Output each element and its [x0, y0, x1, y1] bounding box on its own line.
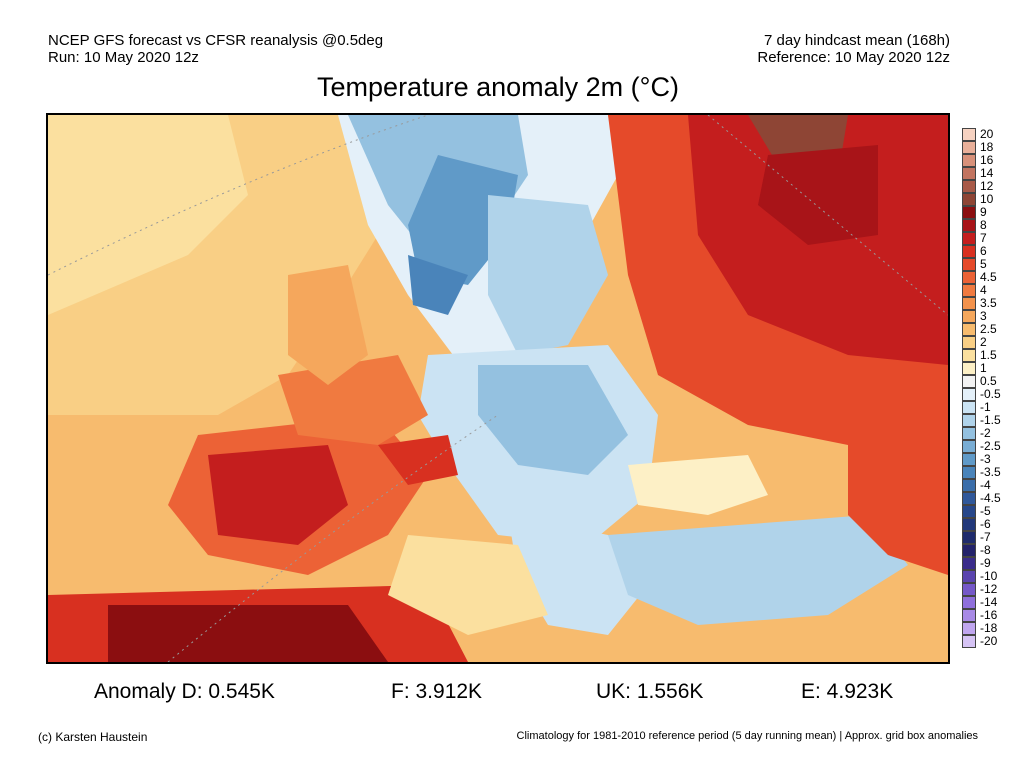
legend-swatch [962, 440, 976, 453]
legend-label: -3.5 [980, 465, 1001, 479]
legend-label: -1 [980, 400, 991, 414]
legend-label: -12 [980, 582, 998, 596]
anomaly-spain: E: 4.923K [801, 680, 894, 703]
map-title: Temperature anomaly 2m (°C) [317, 72, 679, 102]
legend-swatch [962, 193, 976, 206]
legend-swatch [962, 271, 976, 284]
anomaly-france: F: 3.912K [391, 680, 483, 703]
legend-swatch [962, 544, 976, 557]
legend-label: 7 [980, 231, 987, 245]
legend-swatch [962, 583, 976, 596]
legend-swatch [962, 427, 976, 440]
legend-swatch [962, 141, 976, 154]
legend-swatch [962, 128, 976, 141]
legend-swatch [962, 401, 976, 414]
legend-swatch [962, 518, 976, 531]
legend-swatch [962, 323, 976, 336]
legend-label: -16 [980, 608, 998, 622]
legend-label: -14 [980, 595, 998, 609]
legend-label: -3 [980, 452, 991, 466]
model-description: NCEP GFS forecast vs CFSR reanalysis @0.… [48, 32, 384, 49]
legend-swatch [962, 297, 976, 310]
legend-label: 3 [980, 309, 987, 323]
legend-swatch [962, 180, 976, 193]
legend-swatch [962, 362, 976, 375]
legend-label: -7 [980, 530, 991, 544]
legend-label: -4 [980, 478, 991, 492]
legend-label: -2 [980, 426, 991, 440]
legend-swatch [962, 336, 976, 349]
legend-label: 2.5 [980, 322, 997, 336]
legend-label: -1.5 [980, 413, 1001, 427]
header-left: NCEP GFS forecast vs CFSR reanalysis @0.… [48, 32, 383, 66]
legend-swatch [962, 531, 976, 544]
legend-label: -5 [980, 504, 991, 518]
legend-swatch [962, 466, 976, 479]
legend-label: 4.5 [980, 270, 997, 284]
hindcast-description: 7 day hindcast mean (168h) [764, 32, 950, 49]
legend-label: 1 [980, 361, 987, 375]
legend-swatch [962, 622, 976, 635]
legend-swatch [962, 284, 976, 297]
legend-label: -9 [980, 556, 991, 570]
legend-swatch [962, 349, 976, 362]
legend-swatch [962, 245, 976, 258]
legend-label: 10 [980, 192, 994, 206]
copyright: (c) Karsten Haustein [38, 730, 148, 744]
legend-label: 0.5 [980, 374, 997, 388]
legend-label: 3.5 [980, 296, 997, 310]
map-graphic [48, 115, 948, 662]
legend-swatch [962, 167, 976, 180]
anomaly-map [46, 113, 950, 664]
color-legend: 20 18 16 14 12 10 9 8 7 6 5 4.5 4 3.5 3 2.5 2 1.5 1 0.5 -0.5… [958, 128, 1020, 652]
legend-swatch [962, 453, 976, 466]
legend-label: -6 [980, 517, 991, 531]
legend-label: -20 [980, 634, 998, 648]
legend-swatch [962, 505, 976, 518]
header-right: 7 day hindcast mean (168h) Reference: 10… [757, 32, 950, 66]
legend-label: 16 [980, 153, 994, 167]
legend-label: -10 [980, 569, 998, 583]
legend-swatch [962, 479, 976, 492]
legend-label: -18 [980, 621, 998, 635]
legend-swatch [962, 414, 976, 427]
legend-label: -4.5 [980, 491, 1001, 505]
legend-swatch [962, 219, 976, 232]
legend-swatch [962, 375, 976, 388]
legend-swatch [962, 609, 976, 622]
legend-swatch [962, 388, 976, 401]
legend-swatch [962, 232, 976, 245]
legend-label: 12 [980, 179, 994, 193]
climatology-note: Climatology for 1981-2010 reference peri… [516, 730, 978, 742]
legend-label: -8 [980, 543, 991, 557]
legend-label: 1.5 [980, 348, 997, 362]
run-date: Run: 10 May 2020 12z [48, 49, 199, 66]
reference-date: Reference: 10 May 2020 12z [757, 49, 950, 66]
legend-label: 18 [980, 140, 994, 154]
legend-label: -2.5 [980, 439, 1001, 453]
legend-swatch [962, 492, 976, 505]
legend-swatch [962, 258, 976, 271]
anomaly-uk: UK: 1.556K [596, 680, 704, 703]
legend-label: 8 [980, 218, 987, 232]
legend-label: 9 [980, 205, 987, 219]
legend-label: 4 [980, 283, 987, 297]
legend-swatch [962, 557, 976, 570]
legend-swatch [962, 570, 976, 583]
legend-label: 20 [980, 127, 994, 141]
legend-swatch [962, 635, 976, 648]
legend-label: 2 [980, 335, 987, 349]
legend-label: -0.5 [980, 387, 1001, 401]
legend-swatch [962, 596, 976, 609]
legend-label: 14 [980, 166, 994, 180]
legend-label: 5 [980, 257, 987, 271]
legend-swatch [962, 310, 976, 323]
anomaly-germany: Anomaly D: 0.545K [94, 680, 275, 703]
legend-swatch [962, 206, 976, 219]
legend-swatch [962, 154, 976, 167]
legend-label: 6 [980, 244, 987, 258]
